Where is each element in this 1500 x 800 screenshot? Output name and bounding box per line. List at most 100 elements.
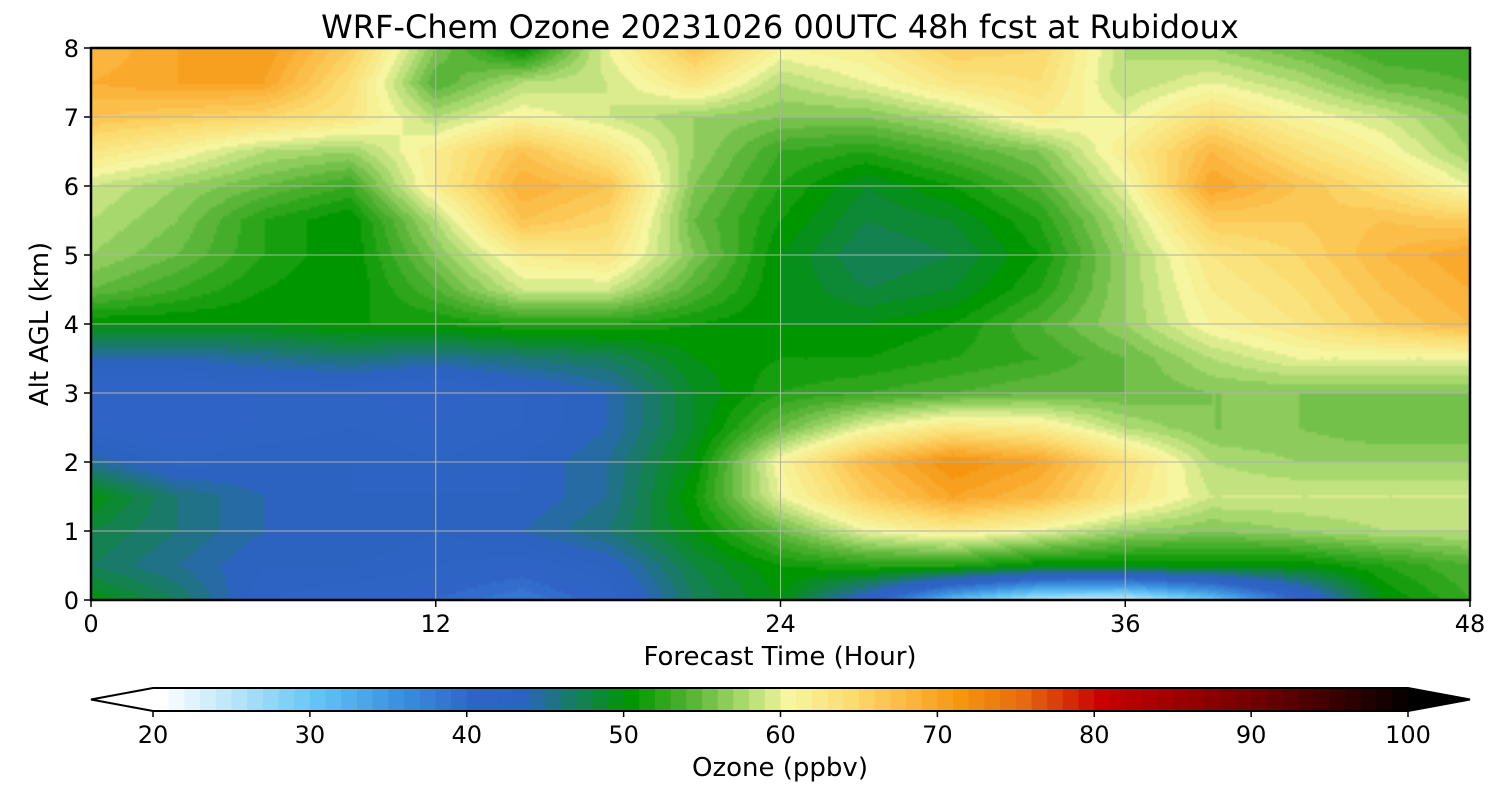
colorbar-segment bbox=[482, 688, 499, 711]
colorbar-segment bbox=[670, 688, 687, 711]
x-tick-label: 12 bbox=[420, 610, 451, 638]
colorbar-segment bbox=[796, 688, 813, 711]
colorbar-segment bbox=[890, 688, 907, 711]
colorbar-segment bbox=[1188, 688, 1205, 711]
y-tick-label: 5 bbox=[64, 242, 79, 270]
colorbar-segment bbox=[1282, 688, 1299, 711]
colorbar-segment bbox=[592, 688, 609, 711]
colorbar-segment bbox=[309, 688, 327, 711]
colorbar-segment bbox=[153, 688, 170, 711]
colorbar-segment bbox=[733, 688, 750, 711]
x-axis: 0 12 24 36 48 bbox=[83, 600, 1485, 638]
colorbar-segment bbox=[1078, 688, 1095, 711]
colorbar-segment bbox=[1062, 688, 1080, 711]
colorbar-segment bbox=[1345, 688, 1362, 711]
colorbar-segment bbox=[1251, 688, 1268, 711]
colorbar-segment bbox=[1235, 688, 1252, 711]
colorbar-segment bbox=[1125, 688, 1142, 711]
colorbar-segment bbox=[184, 688, 201, 711]
colorbar-segment bbox=[529, 688, 546, 711]
colorbar-segment bbox=[451, 688, 468, 711]
colorbar-segment bbox=[1000, 688, 1017, 711]
colorbar-segment bbox=[560, 688, 578, 711]
colorbar-segment bbox=[717, 688, 735, 711]
colorbar-tick-label: 60 bbox=[765, 721, 796, 749]
colorbar-tick-label: 100 bbox=[1385, 721, 1431, 749]
colorbar-segment bbox=[168, 688, 185, 711]
colorbar-segment bbox=[1329, 688, 1346, 711]
colorbar-segment bbox=[1094, 688, 1111, 711]
y-axis: 0 1 2 3 4 5 6 7 8 bbox=[64, 35, 91, 615]
colorbar-segment bbox=[811, 688, 829, 711]
colorbar-segment bbox=[655, 688, 672, 711]
colorbar-min-extension bbox=[91, 688, 153, 711]
colorbar-segment bbox=[1376, 688, 1393, 711]
colorbar-segment bbox=[1219, 688, 1237, 711]
colorbar-segment bbox=[749, 688, 766, 711]
colorbar-segment bbox=[1313, 688, 1331, 711]
colorbar-segment bbox=[215, 688, 233, 711]
colorbar-segment bbox=[419, 688, 436, 711]
y-tick-label: 0 bbox=[64, 587, 79, 615]
colorbar-segment bbox=[576, 688, 593, 711]
colorbar-segment bbox=[843, 688, 860, 711]
x-tick-label: 48 bbox=[1455, 610, 1486, 638]
colorbar-segment bbox=[906, 688, 923, 711]
colorbar-max-extension bbox=[1408, 688, 1470, 711]
colorbar-segment bbox=[1047, 688, 1064, 711]
y-tick-label: 7 bbox=[64, 104, 79, 132]
colorbar-segment bbox=[780, 688, 797, 711]
colorbar-segment bbox=[498, 688, 515, 711]
colorbar-segment bbox=[874, 688, 891, 711]
colorbar-segment bbox=[231, 688, 248, 711]
colorbar-segments bbox=[153, 688, 1409, 711]
colorbar-segment bbox=[953, 688, 970, 711]
colorbar-segment bbox=[372, 688, 389, 711]
y-tick-label: 3 bbox=[64, 380, 79, 408]
colorbar-segment bbox=[1392, 688, 1409, 711]
colorbar-label: Ozone (ppbv) bbox=[692, 753, 868, 783]
colorbar-segment bbox=[466, 688, 484, 711]
colorbar-tick-label: 50 bbox=[608, 721, 639, 749]
x-tick-label: 36 bbox=[1110, 610, 1141, 638]
colorbar-segment bbox=[702, 688, 719, 711]
colorbar-segment bbox=[1266, 688, 1284, 711]
colorbar-segment bbox=[262, 688, 280, 711]
x-axis-label: Forecast Time (Hour) bbox=[643, 642, 916, 672]
colorbar-segment bbox=[341, 688, 358, 711]
colorbar-tick-label: 20 bbox=[138, 721, 169, 749]
colorbar-segment bbox=[623, 688, 640, 711]
colorbar-segment bbox=[764, 688, 782, 711]
colorbar-tick-label: 30 bbox=[295, 721, 326, 749]
y-tick-label: 4 bbox=[64, 311, 79, 339]
colorbar-segment bbox=[356, 688, 374, 711]
colorbar-segment bbox=[247, 688, 264, 711]
colorbar-segment bbox=[827, 688, 844, 711]
colorbar-segment bbox=[937, 688, 954, 711]
colorbar-segment bbox=[968, 688, 986, 711]
colorbar-segment bbox=[325, 688, 342, 711]
colorbar-segment bbox=[435, 688, 452, 711]
heatmap-plot bbox=[89, 46, 1472, 602]
colorbar-segment bbox=[1298, 688, 1315, 711]
y-tick-label: 8 bbox=[64, 35, 79, 63]
colorbar-segment bbox=[639, 688, 656, 711]
colorbar-segment bbox=[686, 688, 703, 711]
colorbar-segment bbox=[607, 688, 625, 711]
colorbar-ticks: 20 30 40 50 60 70 80 90 100 bbox=[138, 711, 1431, 749]
colorbar-segment bbox=[984, 688, 1001, 711]
colorbar-segment bbox=[921, 688, 938, 711]
colorbar-tick-label: 80 bbox=[1079, 721, 1110, 749]
colorbar-segment bbox=[1031, 688, 1048, 711]
x-tick-label: 24 bbox=[765, 610, 796, 638]
colorbar-segment bbox=[858, 688, 876, 711]
colorbar-segment bbox=[1172, 688, 1189, 711]
colorbar-segment bbox=[404, 688, 421, 711]
colorbar-segment bbox=[1157, 688, 1174, 711]
colorbar-tick-label: 40 bbox=[451, 721, 482, 749]
chart-title: WRF-Chem Ozone 20231026 00UTC 48h fcst a… bbox=[321, 8, 1239, 46]
colorbar-segment bbox=[1141, 688, 1158, 711]
colorbar-segment bbox=[278, 688, 295, 711]
y-tick-label: 2 bbox=[64, 449, 79, 477]
